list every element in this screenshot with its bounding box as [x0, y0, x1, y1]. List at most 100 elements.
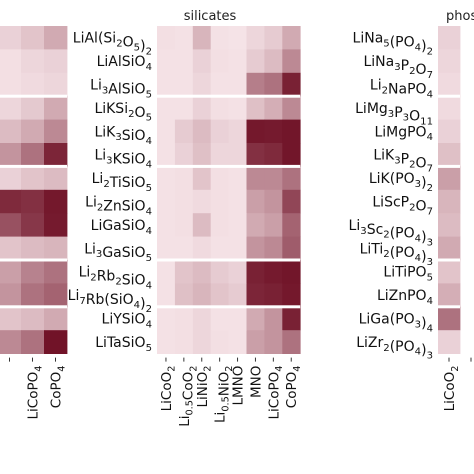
heatmap-cell [282, 119, 301, 144]
heatmap-cell [210, 189, 229, 214]
heatmap-cell [157, 72, 176, 97]
group-separator [438, 94, 460, 98]
heatmap-cell [157, 236, 176, 261]
heatmap-cell [210, 236, 229, 261]
heatmap-cell [264, 96, 283, 120]
row-label: Li2TiSiO5 [92, 171, 152, 194]
column-label: Li0.5NiO2 [213, 366, 236, 423]
heatmap-cell [21, 306, 45, 331]
heatmap-cell [210, 72, 229, 97]
heatmap-cell [438, 72, 461, 97]
row-label: LiNa3P2O7 [363, 54, 433, 81]
group-separator [438, 305, 460, 309]
heatmap-cell [0, 119, 22, 144]
heatmap-cell [246, 119, 265, 144]
row-label: LiZr2(PO4)3 [356, 335, 433, 362]
row-label: LiNa5(PO4)2 [353, 31, 433, 58]
row-label: Li3KSiO4 [94, 148, 152, 171]
heatmap-cell [21, 26, 45, 50]
heatmap-cell [282, 213, 301, 237]
heatmap-cell [246, 49, 265, 74]
row-label: LiAlSiO4 [97, 54, 152, 73]
heatmap-cell [210, 119, 229, 144]
column-label: LMNO [231, 366, 247, 406]
row-label: LiK(PO3)2 [369, 171, 433, 194]
heatmap-cell [157, 330, 176, 354]
heatmap-cell [246, 283, 265, 308]
heatmap-cell [157, 213, 176, 237]
row-label: Li3GaSiO5 [84, 241, 152, 264]
heatmap-cell [0, 189, 22, 214]
row-label: LiGa(PO3)4 [359, 312, 433, 335]
group-separator [0, 164, 67, 168]
heatmap-cell [210, 306, 229, 331]
column-label: LiCoO2 [442, 366, 461, 412]
row-label: Li3Sc2(PO4)3 [349, 218, 433, 249]
group-separator [0, 94, 67, 98]
heatmap-cell [44, 236, 68, 261]
heatmap-cell [192, 189, 212, 214]
row-label: LiK3SiO4 [94, 124, 152, 147]
heatmap-cell [228, 189, 247, 214]
heatmap-cell [192, 96, 212, 120]
heatmap-cell [44, 189, 68, 214]
heatmap-cell [438, 143, 461, 167]
heatmap-cell [264, 26, 283, 50]
group-separator [157, 305, 301, 309]
heatmap-cell [44, 283, 68, 308]
row-label: LiMg3P3O11 [355, 101, 433, 128]
heatmap-cell [210, 143, 229, 167]
heatmap-cell [192, 213, 212, 237]
heatmap-cell [246, 143, 265, 167]
heatmap-cell [228, 143, 247, 167]
heatmap-cell [157, 96, 176, 120]
heatmap-cell [174, 213, 194, 237]
row-label: LiZnPO4 [377, 288, 433, 307]
heatmap-cell [44, 96, 68, 120]
heatmap-cell [438, 119, 461, 144]
heatmap-cell [282, 306, 301, 331]
group-separator [157, 94, 301, 98]
heatmap-cell [174, 189, 194, 214]
column-label: CoPO4 [284, 366, 303, 409]
row-label: Li7Rb(SiO4)2 [68, 288, 152, 315]
heatmap-cell [282, 330, 301, 354]
heatmap-cell [228, 72, 247, 97]
heatmap-cell [282, 189, 301, 214]
heatmap-cell [282, 260, 301, 284]
heatmap-cell [228, 96, 247, 120]
group-separator [157, 258, 301, 262]
heatmap-cell [44, 213, 68, 237]
heatmap-cell [174, 283, 194, 308]
heatmap-cell [228, 330, 247, 354]
heatmap-cell [44, 49, 68, 74]
heatmap-cell [157, 143, 176, 167]
group-separator [0, 258, 67, 262]
heatmap-cell [228, 166, 247, 191]
heatmap-cell [0, 143, 22, 167]
heatmap-cell [246, 306, 265, 331]
heatmap-cell [282, 49, 301, 74]
row-label: LiTiPO5 [383, 265, 433, 284]
heatmap-cell [282, 283, 301, 308]
heatmap-cell [246, 72, 265, 97]
heatmap-cell [438, 260, 461, 284]
column-label: LiCoPO4 [266, 366, 285, 420]
heatmap-cell [157, 283, 176, 308]
heatmap-cell [44, 330, 68, 354]
column-label: Li0.5CoO2 [177, 366, 200, 427]
heatmap-cell [0, 283, 22, 308]
heatmap-cell [21, 189, 45, 214]
heatmap-cell [210, 213, 229, 237]
heatmap-cell [21, 236, 45, 261]
row-label: LiK3P2O7 [373, 148, 433, 175]
row-label: LiScP2O7 [372, 195, 433, 218]
heatmap-cell [157, 49, 176, 74]
heatmap-cell [282, 26, 301, 50]
heatmap-cell [0, 260, 22, 284]
row-label: LiMgPO4 [374, 124, 433, 143]
heatmap-cell [228, 26, 247, 50]
heatmap-cell [210, 49, 229, 74]
heatmap-cell [0, 49, 22, 74]
